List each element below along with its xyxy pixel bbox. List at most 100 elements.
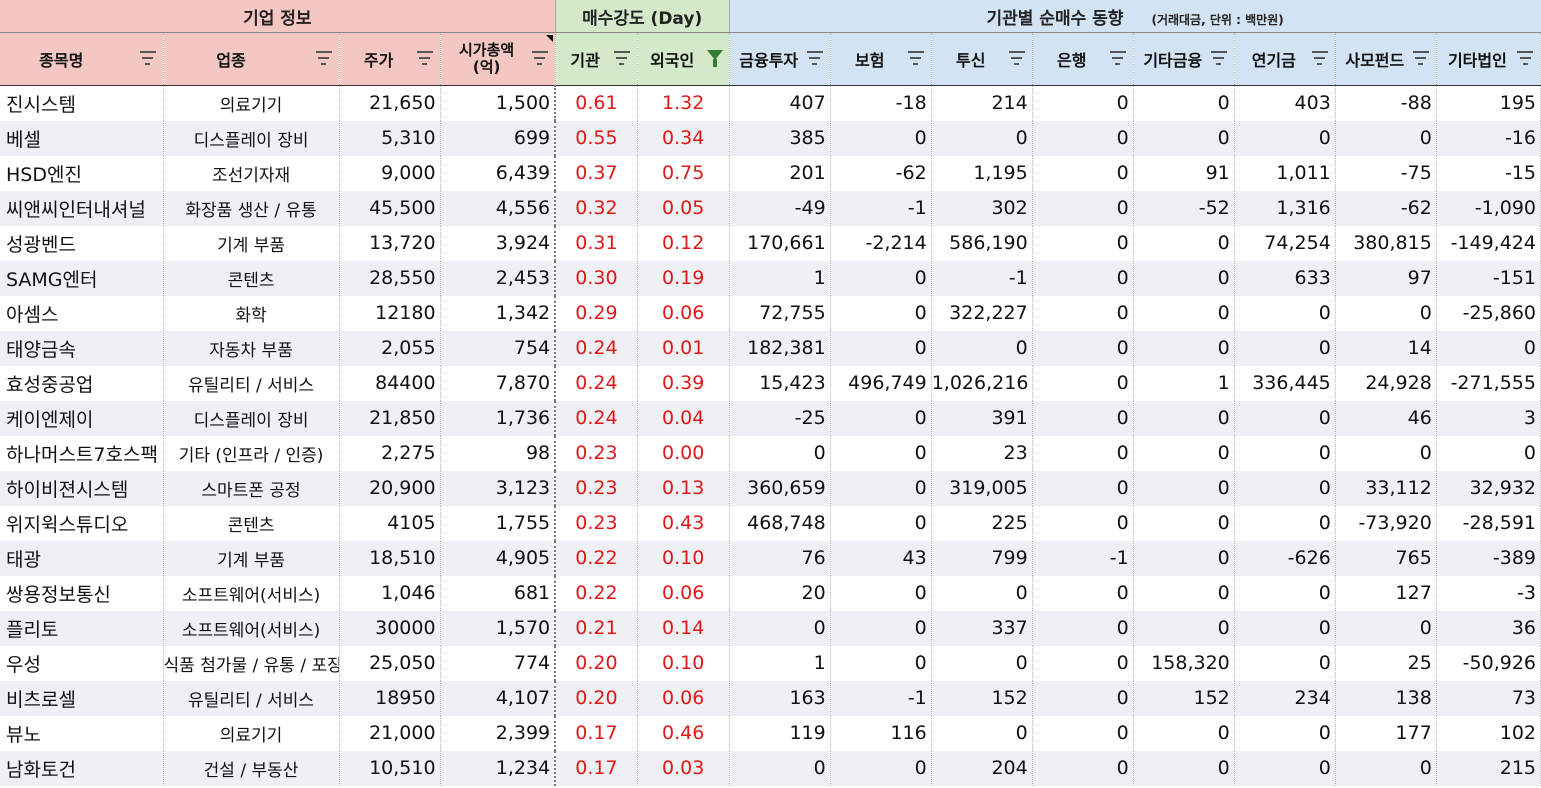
cell-other-finance[interactable]: 0: [1133, 715, 1235, 751]
cell-stock-name[interactable]: 비츠로셀: [0, 680, 164, 716]
cell-other-finance[interactable]: 0: [1133, 225, 1235, 261]
cell-insurance[interactable]: 0: [830, 295, 932, 331]
cell-price[interactable]: 12180: [339, 295, 441, 331]
cell-financial-investment[interactable]: 20: [729, 575, 831, 611]
cell-investment-trust[interactable]: 0: [931, 575, 1033, 611]
cell-other-corp[interactable]: 3: [1436, 400, 1541, 436]
cell-price[interactable]: 21,650: [339, 85, 441, 121]
cell-other-finance[interactable]: 0: [1133, 120, 1235, 156]
cell-institution-strength[interactable]: 0.61: [555, 85, 638, 121]
cell-sector[interactable]: 의료기기: [163, 715, 340, 751]
cell-foreign-strength[interactable]: 0.00: [637, 435, 730, 471]
cell-other-corp[interactable]: -3: [1436, 575, 1541, 611]
cell-other-corp[interactable]: -271,555: [1436, 365, 1541, 401]
cell-investment-trust[interactable]: 225: [931, 505, 1033, 541]
cell-foreign-strength[interactable]: 0.10: [637, 540, 730, 576]
cell-pension-fund[interactable]: 0: [1234, 120, 1336, 156]
cell-bank[interactable]: 0: [1032, 645, 1134, 681]
cell-sector[interactable]: 의료기기: [163, 85, 340, 121]
cell-other-finance[interactable]: 158,320: [1133, 645, 1235, 681]
cell-other-finance[interactable]: 152: [1133, 680, 1235, 716]
cell-insurance[interactable]: 0: [830, 120, 932, 156]
cell-sector[interactable]: 소프트웨어(서비스): [163, 575, 340, 611]
cell-sector[interactable]: 기계 부품: [163, 540, 340, 576]
cell-institution-strength[interactable]: 0.22: [555, 575, 638, 611]
cell-sector[interactable]: 건설 / 부동산: [163, 750, 340, 786]
cell-insurance[interactable]: -1: [830, 190, 932, 226]
column-header-pension-fund[interactable]: 연기금: [1234, 32, 1336, 86]
cell-foreign-strength[interactable]: 1.32: [637, 85, 730, 121]
cell-pension-fund[interactable]: 1,011: [1234, 155, 1336, 191]
cell-bank[interactable]: 0: [1032, 610, 1134, 646]
cell-other-corp[interactable]: -1,090: [1436, 190, 1541, 226]
table-row[interactable]: 태양금속 자동차 부품 2,055 754 0.24 0.01 182,381 0 0 0 0 0 14…: [0, 330, 1541, 366]
cell-market-cap[interactable]: 3,123: [440, 470, 557, 506]
cell-market-cap[interactable]: 1,234: [440, 750, 557, 786]
cell-pension-fund[interactable]: -626: [1234, 540, 1336, 576]
cell-pension-fund[interactable]: 633: [1234, 260, 1336, 296]
cell-private-equity[interactable]: 177: [1335, 715, 1437, 751]
cell-insurance[interactable]: 116: [830, 715, 932, 751]
cell-other-finance[interactable]: 0: [1133, 470, 1235, 506]
cell-institution-strength[interactable]: 0.23: [555, 505, 638, 541]
cell-market-cap[interactable]: 7,870: [440, 365, 557, 401]
cell-price[interactable]: 25,050: [339, 645, 441, 681]
cell-market-cap[interactable]: 1,500: [440, 85, 557, 121]
cell-bank[interactable]: 0: [1032, 190, 1134, 226]
cell-other-corp[interactable]: -149,424: [1436, 225, 1541, 261]
filter-dropdown-icon[interactable]: [315, 51, 333, 65]
cell-insurance[interactable]: 496,749: [830, 365, 932, 401]
cell-financial-investment[interactable]: -49: [729, 190, 831, 226]
cell-private-equity[interactable]: 14: [1335, 330, 1437, 366]
table-row[interactable]: 위지윅스튜디오 콘텐츠 4105 1,755 0.23 0.43 468,748 0 225 0 0…: [0, 505, 1541, 541]
table-row[interactable]: 남화토건 건설 / 부동산 10,510 1,234 0.17 0.03 0 0 204 0 0 0 0…: [0, 750, 1541, 786]
cell-other-corp[interactable]: -25,860: [1436, 295, 1541, 331]
cell-sector[interactable]: 화학: [163, 295, 340, 331]
cell-pension-fund[interactable]: 74,254: [1234, 225, 1336, 261]
filter-dropdown-icon[interactable]: [613, 51, 631, 65]
cell-pension-fund[interactable]: 0: [1234, 645, 1336, 681]
cell-stock-name[interactable]: 효성중공업: [0, 365, 164, 401]
cell-other-finance[interactable]: 91: [1133, 155, 1235, 191]
cell-sector[interactable]: 기타 (인프라 / 인증): [163, 435, 340, 471]
cell-private-equity[interactable]: 46: [1335, 400, 1437, 436]
cell-financial-investment[interactable]: 360,659: [729, 470, 831, 506]
cell-bank[interactable]: 0: [1032, 435, 1134, 471]
cell-private-equity[interactable]: 380,815: [1335, 225, 1437, 261]
cell-bank[interactable]: 0: [1032, 330, 1134, 366]
cell-price[interactable]: 18950: [339, 680, 441, 716]
cell-sector[interactable]: 콘텐츠: [163, 505, 340, 541]
filter-active-funnel-icon[interactable]: [706, 50, 723, 67]
cell-market-cap[interactable]: 1,736: [440, 400, 557, 436]
cell-institution-strength[interactable]: 0.23: [555, 470, 638, 506]
filter-dropdown-icon[interactable]: [531, 51, 549, 65]
cell-private-equity[interactable]: 127: [1335, 575, 1437, 611]
cell-market-cap[interactable]: 2,399: [440, 715, 557, 751]
cell-pension-fund[interactable]: 0: [1234, 575, 1336, 611]
cell-financial-investment[interactable]: 170,661: [729, 225, 831, 261]
cell-private-equity[interactable]: 33,112: [1335, 470, 1437, 506]
cell-private-equity[interactable]: -88: [1335, 85, 1437, 121]
table-row[interactable]: 케이엔제이 디스플레이 장비 21,850 1,736 0.24 0.04 -25 0 391 0…: [0, 400, 1541, 436]
cell-financial-investment[interactable]: 1: [729, 645, 831, 681]
cell-stock-name[interactable]: 케이엔제이: [0, 400, 164, 436]
cell-other-corp[interactable]: -28,591: [1436, 505, 1541, 541]
cell-bank[interactable]: -1: [1032, 540, 1134, 576]
cell-sector[interactable]: 유틸리티 / 서비스: [163, 680, 340, 716]
cell-financial-investment[interactable]: 72,755: [729, 295, 831, 331]
cell-private-equity[interactable]: 0: [1335, 435, 1437, 471]
cell-price[interactable]: 2,055: [339, 330, 441, 366]
cell-bank[interactable]: 0: [1032, 575, 1134, 611]
table-row[interactable]: 하나머스트7호스팩 기타 (인프라 / 인증) 2,275 98 0.23 0.00 0 0 2…: [0, 435, 1541, 471]
cell-foreign-strength[interactable]: 0.34: [637, 120, 730, 156]
cell-price[interactable]: 30000: [339, 610, 441, 646]
cell-sector[interactable]: 기계 부품: [163, 225, 340, 261]
cell-stock-name[interactable]: 태광: [0, 540, 164, 576]
cell-institution-strength[interactable]: 0.32: [555, 190, 638, 226]
cell-insurance[interactable]: -1: [830, 680, 932, 716]
column-header-investment-trust[interactable]: 투신: [931, 32, 1033, 86]
cell-financial-investment[interactable]: 163: [729, 680, 831, 716]
cell-bank[interactable]: 0: [1032, 295, 1134, 331]
cell-other-corp[interactable]: 215: [1436, 750, 1541, 786]
cell-market-cap[interactable]: 98: [440, 435, 557, 471]
